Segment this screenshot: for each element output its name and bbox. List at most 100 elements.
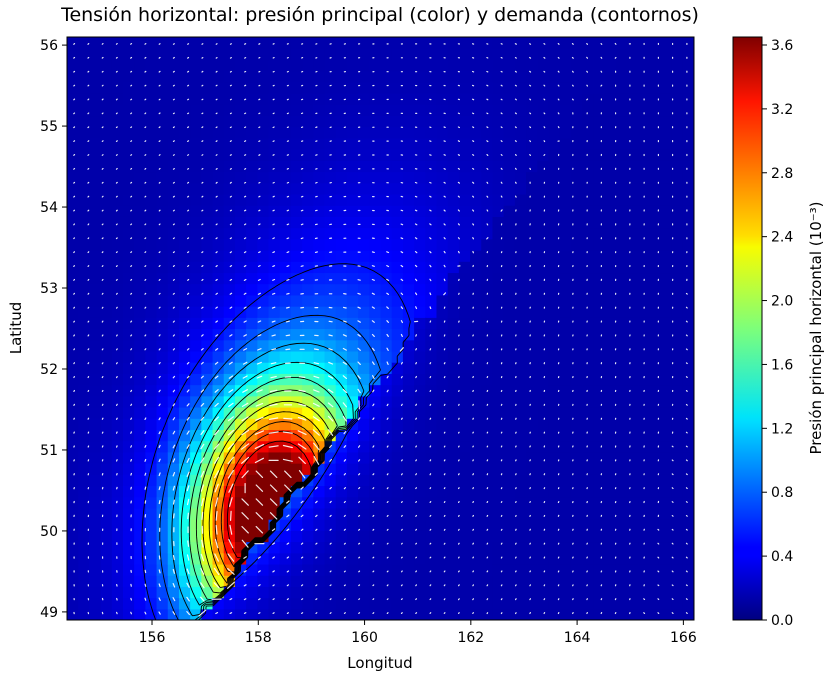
heatmap-cell bbox=[671, 205, 684, 217]
heatmap-cell bbox=[559, 216, 572, 229]
heatmap-cell bbox=[548, 294, 561, 307]
heatmap-cell bbox=[145, 563, 158, 576]
heatmap-cell bbox=[100, 160, 113, 173]
heatmap-cell bbox=[503, 406, 516, 419]
heatmap-cell bbox=[447, 328, 460, 341]
heatmap-cell bbox=[660, 440, 673, 453]
heatmap-cell bbox=[470, 160, 482, 173]
heatmap-cell bbox=[425, 406, 438, 419]
heatmap-cell bbox=[436, 250, 449, 262]
heatmap-cell bbox=[100, 283, 113, 296]
heatmap-cell bbox=[391, 496, 404, 509]
heatmap-cell bbox=[335, 149, 348, 161]
heatmap-cell bbox=[436, 608, 449, 620]
heatmap-cell bbox=[649, 81, 662, 94]
heatmap-cell bbox=[582, 328, 594, 341]
heatmap-cell bbox=[537, 586, 550, 599]
heatmap-cell bbox=[615, 586, 628, 599]
heatmap-cell bbox=[100, 586, 113, 599]
heatmap-cell bbox=[201, 171, 214, 184]
heatmap-cell bbox=[212, 227, 225, 240]
heatmap-cell bbox=[582, 250, 594, 262]
heatmap-cell bbox=[626, 171, 639, 184]
heatmap-cell bbox=[414, 216, 426, 229]
heatmap-cell bbox=[582, 182, 594, 195]
heatmap-cell bbox=[335, 395, 348, 408]
heatmap-cell bbox=[447, 440, 460, 453]
heatmap-cell bbox=[503, 70, 516, 83]
heatmap-cell bbox=[559, 171, 572, 184]
heatmap-cell bbox=[671, 563, 684, 576]
heatmap-cell bbox=[414, 81, 426, 94]
heatmap-cell bbox=[526, 93, 538, 105]
heatmap-cell bbox=[626, 575, 639, 587]
heatmap-cell bbox=[279, 429, 292, 442]
heatmap-cell bbox=[246, 406, 258, 419]
heatmap-cell bbox=[246, 418, 258, 430]
heatmap-cell bbox=[402, 93, 415, 105]
heatmap-cell bbox=[100, 384, 113, 397]
heatmap-cell bbox=[122, 137, 135, 150]
heatmap-cell bbox=[559, 283, 572, 296]
heatmap-cell bbox=[190, 160, 202, 173]
heatmap-cell bbox=[122, 429, 135, 442]
heatmap-cell bbox=[145, 530, 158, 543]
heatmap-cell bbox=[201, 81, 214, 94]
heatmap-cell bbox=[671, 485, 684, 498]
heatmap-cell bbox=[212, 70, 225, 83]
heatmap-cell bbox=[604, 238, 617, 251]
heatmap-cell bbox=[279, 216, 292, 229]
heatmap-cell bbox=[638, 126, 650, 139]
heatmap-cell bbox=[302, 37, 314, 49]
heatmap-cell bbox=[178, 171, 191, 184]
heatmap-cell bbox=[548, 81, 561, 94]
heatmap-cell bbox=[279, 474, 292, 487]
heatmap-cell bbox=[548, 496, 561, 509]
heatmap-cell bbox=[447, 350, 460, 363]
heatmap-cell bbox=[212, 59, 225, 72]
heatmap-cell bbox=[313, 149, 326, 161]
heatmap-cell bbox=[257, 126, 270, 139]
heatmap-cell bbox=[660, 149, 673, 161]
heatmap-cell bbox=[593, 126, 606, 139]
heatmap-cell bbox=[313, 485, 326, 498]
heatmap-cell bbox=[346, 216, 359, 229]
heatmap-cell bbox=[615, 406, 628, 419]
heatmap-cell bbox=[178, 193, 191, 206]
heatmap-cell bbox=[548, 126, 561, 139]
heatmap-cell bbox=[425, 552, 438, 565]
heatmap-cell bbox=[178, 149, 191, 161]
heatmap-cell bbox=[178, 59, 191, 72]
heatmap-cell bbox=[470, 575, 482, 587]
heatmap-cell bbox=[492, 586, 505, 599]
heatmap-cell bbox=[582, 496, 594, 509]
heatmap-cell bbox=[414, 193, 426, 206]
heatmap-cell bbox=[302, 384, 314, 397]
heatmap-cell bbox=[358, 339, 370, 352]
heatmap-cell bbox=[626, 283, 639, 296]
heatmap-cell bbox=[190, 37, 202, 49]
heatmap-cell bbox=[246, 474, 258, 487]
heatmap-cell bbox=[447, 115, 460, 128]
heatmap-cell bbox=[178, 586, 191, 599]
heatmap-cell bbox=[257, 238, 270, 251]
heatmap-cell bbox=[78, 496, 90, 509]
heatmap-cell bbox=[178, 575, 191, 587]
heatmap-cell bbox=[167, 350, 180, 363]
heatmap-cell bbox=[89, 306, 102, 318]
heatmap-cell bbox=[223, 48, 236, 61]
heatmap-cell bbox=[290, 48, 303, 61]
heatmap-cell bbox=[615, 59, 628, 72]
heatmap-cell bbox=[414, 328, 426, 341]
heatmap-cell bbox=[649, 350, 662, 363]
heatmap-cell bbox=[313, 362, 326, 374]
heatmap-cell bbox=[548, 93, 561, 105]
heatmap-cell bbox=[537, 81, 550, 94]
heatmap-cell bbox=[100, 193, 113, 206]
heatmap-cell bbox=[593, 317, 606, 330]
heatmap-cell bbox=[313, 81, 326, 94]
heatmap-cell bbox=[481, 530, 494, 543]
heatmap-cell bbox=[358, 440, 370, 453]
heatmap-cell bbox=[570, 115, 583, 128]
heatmap-cell bbox=[391, 250, 404, 262]
